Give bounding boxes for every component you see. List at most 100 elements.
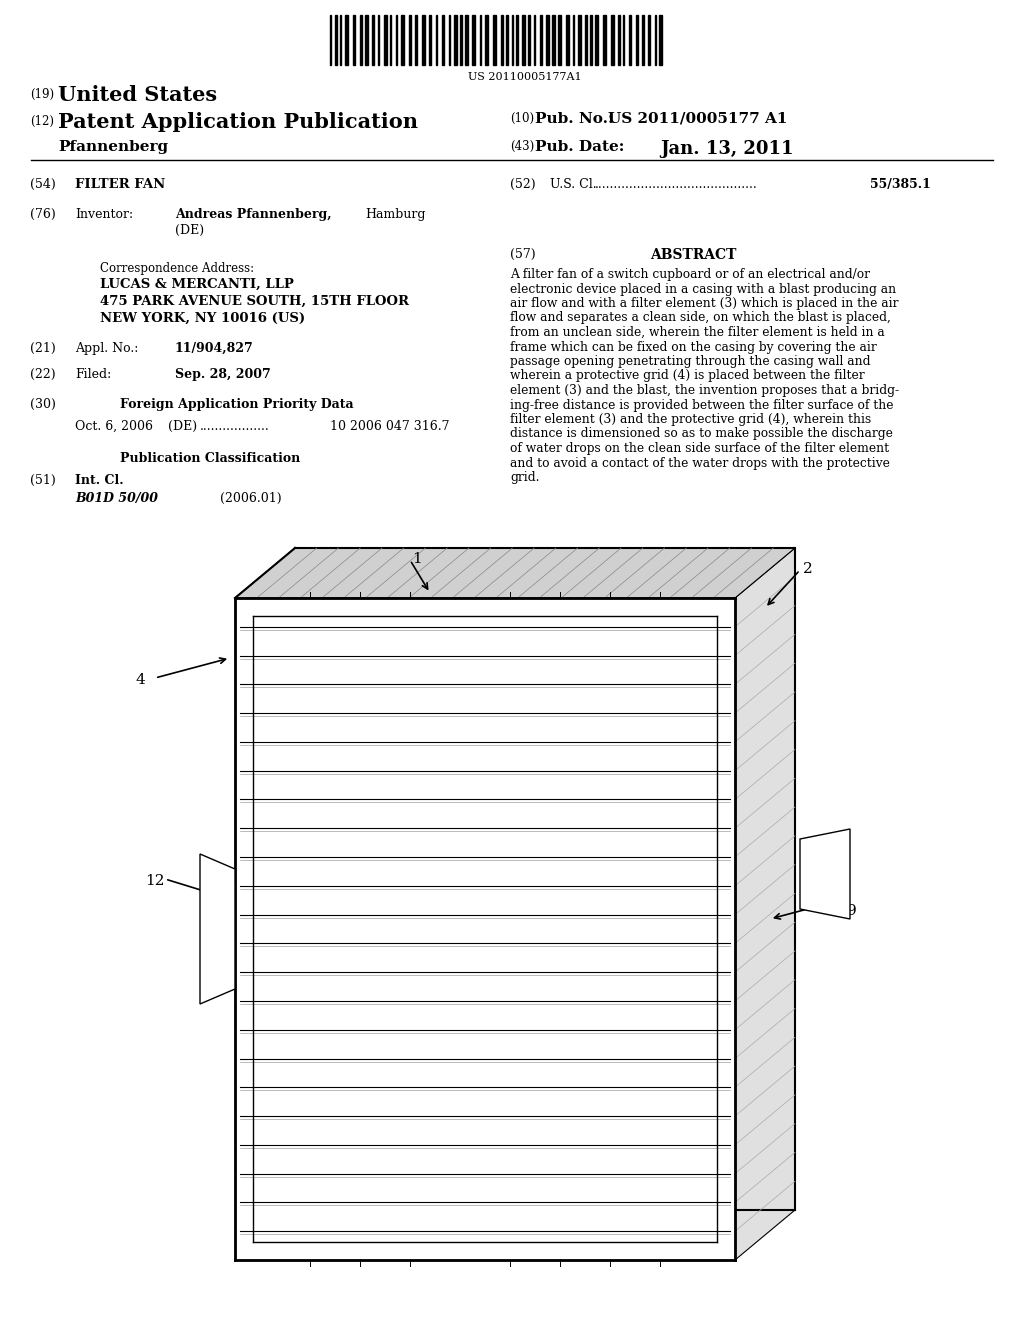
Text: ing-free distance is provided between the filter surface of the: ing-free distance is provided between th…	[510, 399, 894, 412]
Text: of water drops on the clean side surface of the filter element: of water drops on the clean side surface…	[510, 442, 889, 455]
Text: NEW YORK, NY 10016 (US): NEW YORK, NY 10016 (US)	[100, 312, 305, 325]
Text: distance is dimensioned so as to make possible the discharge: distance is dimensioned so as to make po…	[510, 428, 893, 441]
Text: 11/904,827: 11/904,827	[175, 342, 254, 355]
Bar	[659, 15, 662, 65]
Text: 10 2006 047 316.7: 10 2006 047 316.7	[330, 420, 450, 433]
Text: 2: 2	[803, 562, 813, 576]
Text: US 20110005177A1: US 20110005177A1	[468, 73, 582, 82]
Bar	[422, 15, 425, 65]
Text: (52): (52)	[510, 178, 536, 191]
Bar	[618, 15, 620, 65]
Text: (DE): (DE)	[175, 224, 204, 238]
Text: (54): (54)	[30, 178, 55, 191]
Bar	[648, 15, 650, 65]
Bar	[365, 15, 368, 65]
Bar	[528, 15, 530, 65]
Text: 9: 9	[847, 904, 857, 917]
Text: B01D 50/00: B01D 50/00	[75, 492, 158, 506]
Text: ..................: ..................	[200, 420, 269, 433]
Text: (30): (30)	[30, 399, 56, 411]
Text: frame which can be fixed on the casing by covering the air: frame which can be fixed on the casing b…	[510, 341, 877, 354]
Bar	[372, 15, 374, 65]
Bar	[603, 15, 606, 65]
Bar	[595, 15, 598, 65]
Text: Patent Application Publication: Patent Application Publication	[58, 112, 418, 132]
Bar	[516, 15, 518, 65]
Bar	[578, 15, 581, 65]
Text: Pfannenberg: Pfannenberg	[58, 140, 168, 154]
Bar	[501, 15, 503, 65]
Bar	[566, 15, 569, 65]
Bar	[460, 15, 462, 65]
Text: Appl. No.:: Appl. No.:	[75, 342, 138, 355]
Text: Inventor:: Inventor:	[75, 209, 133, 220]
Text: passage opening penetrating through the casing wall and: passage opening penetrating through the …	[510, 355, 870, 368]
Bar	[493, 15, 496, 65]
Text: 55/385.1: 55/385.1	[870, 178, 931, 191]
Bar	[590, 15, 592, 65]
Text: 1: 1	[412, 552, 422, 566]
Text: (10): (10)	[510, 112, 535, 125]
Bar	[360, 15, 362, 65]
Text: United States: United States	[58, 84, 217, 106]
Bar	[401, 15, 404, 65]
Text: flow and separates a clean side, on which the blast is placed,: flow and separates a clean side, on whic…	[510, 312, 891, 325]
Text: (DE): (DE)	[168, 420, 198, 433]
Polygon shape	[234, 598, 735, 1261]
Text: Filed:: Filed:	[75, 368, 112, 381]
Text: 12: 12	[145, 874, 165, 888]
Text: (12): (12)	[30, 115, 54, 128]
Text: filter element (3) and the protective grid (4), wherein this: filter element (3) and the protective gr…	[510, 413, 871, 426]
Text: (21): (21)	[30, 342, 55, 355]
Bar	[540, 15, 542, 65]
Polygon shape	[800, 829, 850, 919]
Bar	[454, 15, 457, 65]
Text: Pub. No.:: Pub. No.:	[535, 112, 613, 125]
Text: Jan. 13, 2011: Jan. 13, 2011	[660, 140, 794, 158]
Text: 475 PARK AVENUE SOUTH, 15TH FLOOR: 475 PARK AVENUE SOUTH, 15TH FLOOR	[100, 294, 409, 308]
Text: (51): (51)	[30, 474, 55, 487]
Text: (2006.01): (2006.01)	[220, 492, 282, 506]
Text: Andreas Pfannenberg,: Andreas Pfannenberg,	[175, 209, 332, 220]
Bar	[345, 15, 348, 65]
Polygon shape	[234, 548, 795, 598]
Bar	[409, 15, 411, 65]
Text: U.S. Cl.: U.S. Cl.	[550, 178, 597, 191]
Bar	[585, 15, 587, 65]
Text: ABSTRACT: ABSTRACT	[650, 248, 736, 261]
Text: 4: 4	[135, 673, 144, 686]
Text: US 2011/0005177 A1: US 2011/0005177 A1	[608, 112, 787, 125]
Bar	[465, 15, 468, 65]
Bar	[558, 15, 561, 65]
Text: (76): (76)	[30, 209, 55, 220]
Text: ..........................................: ........................................…	[595, 178, 758, 191]
Bar	[506, 15, 508, 65]
Bar	[429, 15, 431, 65]
Bar	[611, 15, 614, 65]
Bar	[353, 15, 355, 65]
Bar	[384, 15, 387, 65]
Bar	[629, 15, 631, 65]
Polygon shape	[200, 854, 234, 1005]
Text: Oct. 6, 2006: Oct. 6, 2006	[75, 420, 153, 433]
Polygon shape	[735, 548, 795, 1261]
Bar	[485, 15, 488, 65]
Bar	[546, 15, 549, 65]
Bar	[335, 15, 337, 65]
Text: FILTER FAN: FILTER FAN	[75, 178, 165, 191]
Text: and to avoid a contact of the water drops with the protective: and to avoid a contact of the water drop…	[510, 457, 890, 470]
Text: (22): (22)	[30, 368, 55, 381]
Text: air flow and with a filter element (3) which is placed in the air: air flow and with a filter element (3) w…	[510, 297, 898, 310]
Text: Correspondence Address:: Correspondence Address:	[100, 261, 254, 275]
Text: Sep. 28, 2007: Sep. 28, 2007	[175, 368, 270, 381]
Text: electronic device placed in a casing with a blast producing an: electronic device placed in a casing wit…	[510, 282, 896, 296]
Bar	[642, 15, 644, 65]
Text: (57): (57)	[510, 248, 536, 261]
Text: element (3) and the blast, the invention proposes that a bridg-: element (3) and the blast, the invention…	[510, 384, 899, 397]
Bar	[636, 15, 638, 65]
Text: Pub. Date:: Pub. Date:	[535, 140, 625, 154]
Text: Publication Classification: Publication Classification	[120, 451, 300, 465]
Text: A filter fan of a switch cupboard or of an electrical and/or: A filter fan of a switch cupboard or of …	[510, 268, 870, 281]
Text: Foreign Application Priority Data: Foreign Application Priority Data	[120, 399, 353, 411]
Bar	[442, 15, 444, 65]
